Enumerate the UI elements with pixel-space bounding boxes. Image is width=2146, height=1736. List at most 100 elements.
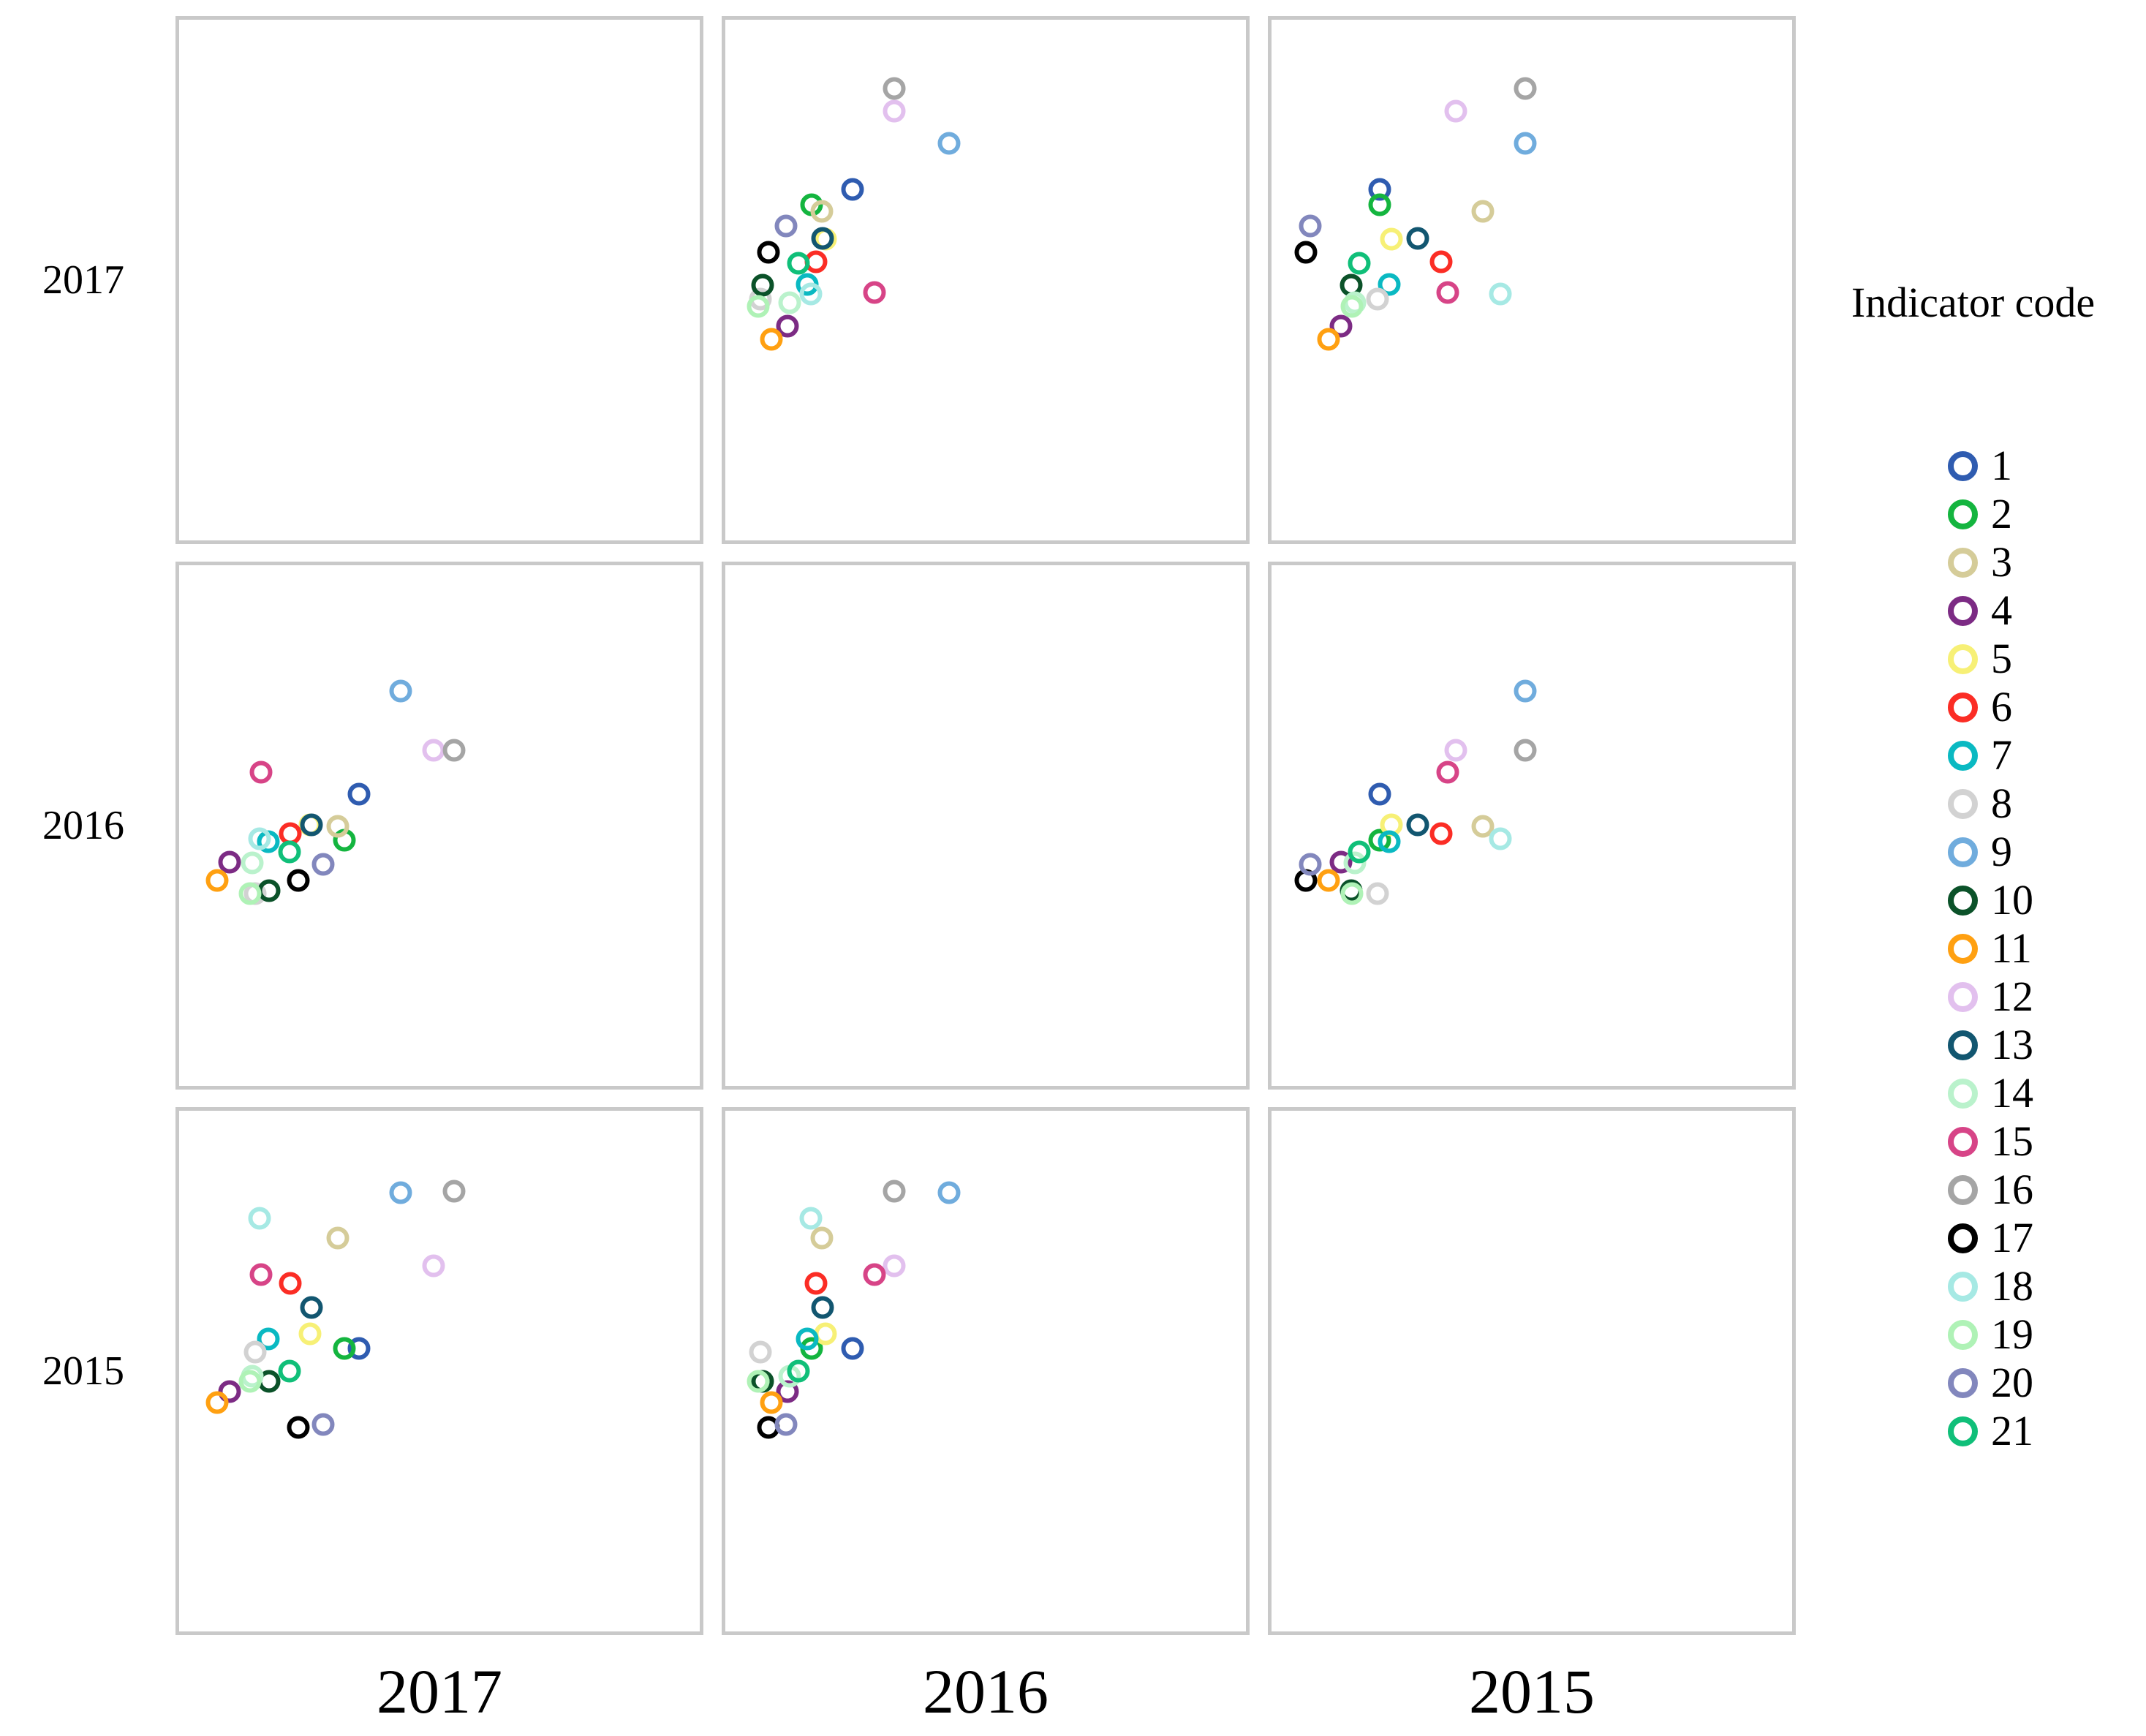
data-point-indicator-12 — [422, 1254, 445, 1278]
circle-swatch-icon — [1948, 1367, 1978, 1398]
data-point-indicator-21 — [278, 840, 301, 864]
panel-row2015-col2017 — [175, 1107, 703, 1635]
legend-item-2: 2 — [1800, 490, 2146, 538]
data-point-indicator-10 — [257, 879, 281, 902]
circle-swatch-icon — [1948, 1174, 1978, 1205]
legend-item-label: 17 — [1991, 1214, 2033, 1261]
data-point-indicator-20 — [1299, 214, 1322, 238]
data-point-indicator-16 — [883, 77, 906, 100]
data-point-indicator-13 — [1406, 813, 1429, 837]
circle-swatch-icon — [1948, 1126, 1978, 1157]
data-point-indicator-17 — [757, 241, 780, 264]
data-point-indicator-19 — [238, 882, 262, 905]
circle-swatch-icon — [1948, 885, 1978, 916]
legend-item-21: 21 — [1800, 1407, 2146, 1455]
legend-item-label: 18 — [1991, 1262, 2033, 1310]
data-point-indicator-16 — [1514, 739, 1537, 762]
data-point-indicator-3 — [1471, 200, 1495, 223]
data-point-indicator-17 — [287, 869, 310, 892]
data-point-indicator-6 — [1429, 250, 1453, 273]
data-point-indicator-18 — [248, 827, 271, 850]
col-label-2015: 2015 — [1469, 1656, 1595, 1726]
data-point-indicator-5 — [298, 1322, 322, 1346]
legend-item-5: 5 — [1800, 635, 2146, 683]
data-point-indicator-16 — [883, 1180, 906, 1203]
panel-row2017-col2016 — [722, 16, 1250, 544]
data-point-indicator-3 — [326, 1226, 350, 1250]
data-point-indicator-19 — [747, 1370, 770, 1393]
data-point-indicator-20 — [311, 853, 335, 876]
data-point-indicator-9 — [389, 1181, 412, 1204]
legend-item-label: 2 — [1991, 490, 2012, 537]
circle-swatch-icon — [1948, 788, 1978, 819]
data-point-indicator-11 — [205, 869, 229, 892]
data-point-indicator-9 — [1514, 132, 1537, 155]
legend-item-4: 4 — [1800, 586, 2146, 635]
circle-swatch-icon — [1948, 981, 1978, 1012]
legend-item-label: 14 — [1991, 1069, 2033, 1117]
data-point-indicator-3 — [810, 1226, 834, 1250]
data-point-indicator-19 — [747, 295, 770, 318]
circle-swatch-icon — [1948, 1078, 1978, 1109]
circle-swatch-icon — [1948, 933, 1978, 964]
legend-item-label: 6 — [1991, 683, 2012, 731]
data-point-indicator-4 — [218, 1380, 241, 1403]
data-point-indicator-19 — [1340, 295, 1364, 318]
data-point-indicator-9 — [389, 679, 412, 703]
circle-swatch-icon — [1948, 1030, 1978, 1060]
circle-swatch-icon — [1948, 450, 1978, 481]
data-point-indicator-3 — [810, 200, 834, 223]
legend-item-label: 11 — [1991, 924, 2032, 972]
legend-item-label: 19 — [1991, 1310, 2033, 1358]
panel-row2016-col2017 — [175, 562, 703, 1090]
data-point-indicator-14 — [778, 291, 801, 314]
legend-item-8: 8 — [1800, 780, 2146, 828]
data-point-indicator-4 — [218, 850, 241, 874]
data-point-indicator-15 — [863, 281, 886, 304]
circle-swatch-icon — [1948, 595, 1978, 626]
legend-item-1: 1 — [1800, 442, 2146, 490]
legend-item-label: 5 — [1991, 635, 2012, 682]
data-point-indicator-15 — [1436, 281, 1459, 304]
row-label-2016: 2016 — [42, 803, 124, 848]
legend-item-label: 4 — [1991, 586, 2012, 634]
legend-item-11: 11 — [1800, 924, 2146, 973]
data-point-indicator-9 — [937, 1181, 961, 1204]
data-point-indicator-11 — [760, 1391, 783, 1414]
data-point-indicator-4 — [1329, 314, 1353, 338]
legend-item-12: 12 — [1800, 973, 2146, 1021]
data-point-indicator-6 — [804, 1272, 828, 1295]
data-point-indicator-6 — [1429, 822, 1453, 845]
data-point-indicator-10 — [751, 273, 774, 297]
data-point-indicator-9 — [937, 132, 961, 155]
legend-item-label: 15 — [1991, 1117, 2033, 1165]
data-point-indicator-15 — [249, 1263, 273, 1286]
legend-item-label: 7 — [1991, 731, 2012, 779]
data-point-indicator-19 — [238, 1370, 262, 1393]
legend-item-label: 20 — [1991, 1359, 2033, 1406]
panel-row2016-col2015 — [1268, 562, 1796, 1090]
data-point-indicator-20 — [774, 1413, 798, 1436]
row-label-2015: 2015 — [42, 1348, 124, 1394]
legend-item-3: 3 — [1800, 538, 2146, 586]
data-point-indicator-7 — [1378, 830, 1401, 853]
data-point-indicator-21 — [787, 252, 810, 274]
data-point-indicator-15 — [249, 761, 273, 784]
data-point-indicator-18 — [1489, 282, 1512, 305]
data-point-indicator-12 — [422, 739, 445, 762]
panel-row2017-col2015 — [1268, 16, 1796, 544]
legend-item-label: 9 — [1991, 828, 2012, 875]
data-point-indicator-13 — [811, 227, 834, 250]
legend-item-10: 10 — [1800, 876, 2146, 924]
panel-row2017-col2017-empty — [175, 16, 703, 544]
data-point-indicator-20 — [774, 214, 798, 238]
panel-row2015-col2015-empty — [1268, 1107, 1796, 1635]
data-point-indicator-18 — [799, 1207, 823, 1230]
legend-item-13: 13 — [1800, 1021, 2146, 1069]
data-point-indicator-1 — [1368, 782, 1391, 806]
legend-item-label: 21 — [1991, 1407, 2033, 1454]
data-point-indicator-18 — [1489, 827, 1512, 850]
data-point-indicator-9 — [1514, 679, 1537, 703]
data-point-indicator-7 — [1378, 273, 1401, 296]
data-point-indicator-17 — [287, 1416, 310, 1439]
